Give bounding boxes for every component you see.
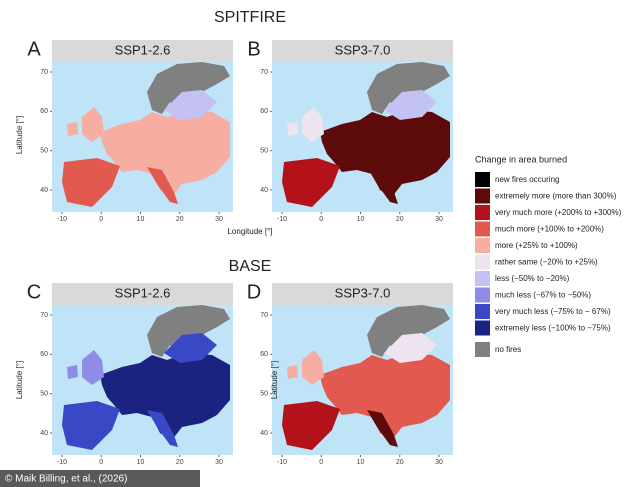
legend-label: new fires occuring [495,175,559,184]
y-axis-label: Latitude [°] [270,361,279,399]
lon-tick-label: 10 [357,459,365,466]
lat-tick-label: 60 [40,108,48,115]
lon-tick-label: -10 [57,459,67,466]
lon-tick-label: 30 [215,459,223,466]
legend-swatch [475,342,490,357]
legend-swatch [475,172,490,187]
panel-title: SSP3-7.0 [335,285,391,300]
lon-tick-label: 0 [319,216,323,223]
lon-tick-label: 0 [99,216,103,223]
legend-swatch [475,304,490,319]
legend-swatch [475,221,490,237]
legend-title: Change in area burned [475,154,567,164]
lat-tick-label: 70 [260,312,268,319]
legend-label: less (−50% to −20%) [495,274,570,283]
legend-swatch [475,287,490,303]
region [164,90,217,120]
region [384,333,437,363]
section-heading: BASE [229,258,272,275]
map [282,305,450,450]
panel-header [52,40,233,62]
lat-tick-label: 40 [260,187,268,194]
panel-letter: B [247,38,260,60]
lat-tick-label: 60 [260,108,268,115]
lat-tick-label: 70 [40,312,48,319]
section-heading: SPITFIRE [214,9,286,26]
y-axis-label: Latitude [°] [15,116,24,154]
lon-tick-label: 0 [99,459,103,466]
lat-tick-label: 50 [260,391,268,398]
legend-swatch [475,320,490,336]
lon-tick-label: 30 [435,459,443,466]
legend-swatch [475,271,490,286]
lon-tick-label: 30 [215,216,223,223]
lat-tick-label: 70 [40,69,48,76]
legend-label: very much less (−75% to − 67%) [495,307,611,316]
lon-tick-label: 20 [396,216,404,223]
lon-tick-label: 0 [319,459,323,466]
lon-tick-label: 30 [435,216,443,223]
panel-title: SSP3-7.0 [335,42,391,57]
lat-tick-label: 40 [260,430,268,437]
lat-tick-label: 70 [260,69,268,76]
map [62,62,230,207]
panel-letter: C [27,281,41,303]
lat-tick-label: 40 [40,430,48,437]
credit: © Maik Billing, et al., (2026) [5,474,127,485]
lon-tick-label: 20 [176,459,184,466]
lon-tick-label: 10 [137,459,145,466]
panel-letter: A [27,38,41,60]
panel-letter: D [247,281,261,303]
lat-tick-label: 60 [40,351,48,358]
legend-label: more (+25% to +100%) [495,241,578,250]
legend-swatch [475,254,490,270]
legend-swatch [475,205,490,220]
panel-title: SSP1-2.6 [115,42,171,57]
lat-tick-label: 60 [260,351,268,358]
region [164,333,217,363]
legend-swatch [475,188,490,204]
x-axis-label: Longitude [°] [227,227,272,236]
y-axis-label: Latitude [°] [15,361,24,399]
lon-tick-label: 20 [176,216,184,223]
lat-tick-label: 50 [40,391,48,398]
lon-tick-label: 10 [357,216,365,223]
lat-tick-label: 50 [40,148,48,155]
panel-title: SSP1-2.6 [115,285,171,300]
lon-tick-label: 20 [396,459,404,466]
panel-header [272,40,453,62]
credit-bar [0,470,200,487]
lon-tick-label: -10 [57,216,67,223]
legend-label: extremely more (more than 300%) [495,192,617,201]
lat-tick-label: 40 [40,187,48,194]
legend-label: very much more (+200% to +300%) [495,208,622,217]
legend-label: no fires [495,345,521,354]
lat-tick-label: 50 [260,148,268,155]
map [282,62,450,207]
legend-label: much more (+100% to +200%) [495,225,604,234]
region [384,90,437,120]
legend-label: much less (−67% to −50%) [495,291,591,300]
legend-swatch [475,238,490,253]
lon-tick-label: -10 [277,216,287,223]
lon-tick-label: 10 [137,216,145,223]
panel-header [272,283,453,305]
legend-label: rather same (−20% to +25%) [495,258,598,267]
legend-label: extremely less (−100% to −75%) [495,324,611,333]
panel-header [52,283,233,305]
lon-tick-label: -10 [277,459,287,466]
map [62,305,230,450]
